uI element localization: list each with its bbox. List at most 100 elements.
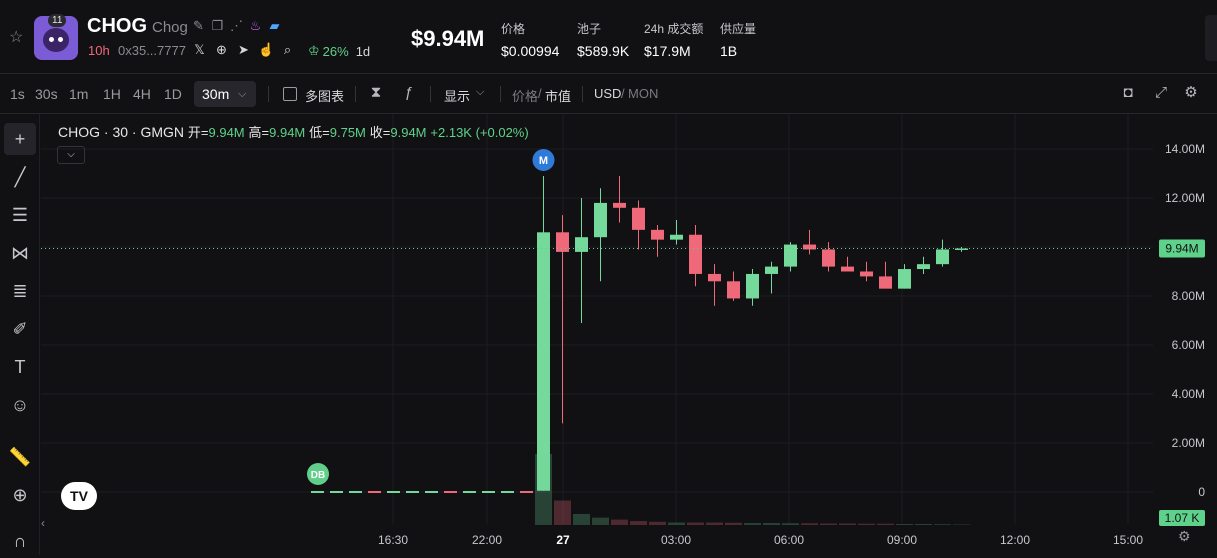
- token-header: ☆ 11 CHOG Chog ✎ ❐ ⋰ ♨ ▰ 10h 0x35...7777…: [0, 0, 1217, 74]
- side-panel-toggle[interactable]: [1205, 15, 1217, 61]
- trend-line-icon[interactable]: ╱: [4, 161, 36, 193]
- timeframe-30s[interactable]: 30s: [35, 86, 58, 102]
- multi-chart-label[interactable]: 多图表: [305, 86, 344, 105]
- stat-key: 价格: [501, 20, 559, 37]
- crown-icon: ♔: [308, 43, 320, 59]
- timeframe-1d[interactable]: 1D: [164, 86, 182, 102]
- x-icon[interactable]: 𝕏: [192, 42, 207, 57]
- globe-icon[interactable]: ⊕: [214, 42, 229, 57]
- axis-settings-icon[interactable]: ⚙: [1178, 528, 1194, 544]
- fullscreen-icon[interactable]: ⤢: [1152, 84, 1170, 102]
- legend-low-label: 低=: [309, 125, 330, 140]
- pattern-icon[interactable]: ⋈: [4, 237, 36, 269]
- y-tick-label: 14.00M: [1165, 142, 1205, 156]
- emoji-icon[interactable]: ☺: [4, 389, 36, 421]
- candle-body: [632, 208, 645, 230]
- candle-body: [613, 203, 626, 208]
- holders-pct: 26%: [323, 44, 349, 59]
- star-icon[interactable]: ☆: [9, 30, 25, 46]
- volume-bar: [573, 514, 590, 525]
- search-icon[interactable]: ⌕: [280, 42, 295, 57]
- timeframe-1h[interactable]: 1H: [103, 86, 121, 102]
- timeframe-selector[interactable]: 30m ⌵: [194, 81, 256, 107]
- candle-body: [746, 274, 759, 299]
- flat-candle: [501, 491, 514, 493]
- toggle-slash: /: [621, 86, 625, 101]
- stat-pool: 池子 $589.9K: [577, 20, 629, 59]
- horizontal-lines-icon[interactable]: ☰: [4, 199, 36, 231]
- x-tick-label: 15:00: [1113, 533, 1143, 547]
- volume-bar: [896, 524, 913, 525]
- volume-label: 1.07 K: [1165, 511, 1200, 525]
- chevron-down-icon: ⌵: [238, 81, 246, 107]
- camera-icon[interactable]: ◘: [1119, 84, 1137, 102]
- price-toggle[interactable]: 价格: [512, 86, 538, 105]
- telegram-icon[interactable]: ➤: [236, 42, 251, 57]
- edit-icon[interactable]: ✎: [191, 18, 206, 33]
- tradingview-logo[interactable]: TV: [61, 482, 97, 510]
- timeframe-4h[interactable]: 4H: [133, 86, 151, 102]
- flat-candle: [406, 491, 419, 493]
- last-price-label: 9.94M: [1165, 241, 1198, 255]
- flame-icon[interactable]: ♨: [248, 18, 263, 33]
- avatar-face: [43, 28, 69, 52]
- display-menu[interactable]: 显示: [444, 86, 470, 105]
- legend-collapse-button[interactable]: ⌵: [57, 146, 85, 164]
- volume-bar: [839, 524, 856, 525]
- ruler-icon[interactable]: 📏: [4, 441, 36, 473]
- zoom-in-icon[interactable]: ⊕: [4, 479, 36, 511]
- flat-candle: [349, 491, 362, 493]
- legend-close: 9.94M: [390, 125, 426, 140]
- share-icon[interactable]: ⋰: [229, 18, 244, 33]
- y-tick-label: 12.00M: [1165, 191, 1205, 205]
- avatar-eye-left: [49, 37, 54, 42]
- candle-body: [708, 274, 721, 281]
- chart-canvas[interactable]: 14.00M12.00M10.00M8.00M6.00M4.00M2.00M01…: [41, 114, 1217, 555]
- x-tick-label: 16:30: [378, 533, 408, 547]
- hand-icon[interactable]: ☝: [258, 42, 273, 57]
- token-age: 10h: [88, 43, 110, 58]
- volume-bar: [592, 518, 609, 525]
- indicators-icon[interactable]: ƒ: [400, 84, 418, 102]
- brush-icon[interactable]: ✐: [4, 313, 36, 345]
- usd-toggle[interactable]: USD: [594, 86, 621, 101]
- candle-body: [841, 267, 854, 272]
- multi-chart-checkbox[interactable]: [283, 87, 297, 101]
- chat-icon[interactable]: ▰: [267, 18, 282, 33]
- mon-toggle[interactable]: MON: [628, 86, 658, 101]
- candle-body: [898, 269, 911, 289]
- copy-icon[interactable]: ❐: [210, 18, 225, 33]
- volume-bar: [820, 524, 837, 525]
- volume-bar: [858, 524, 875, 525]
- legend-title: CHOG · 30 · GMGN: [58, 124, 184, 140]
- token-name: Chog: [152, 19, 188, 36]
- timeframe-1m[interactable]: 1m: [69, 86, 88, 102]
- timeframe-1s[interactable]: 1s: [10, 86, 25, 102]
- y-tick-label: 2.00M: [1172, 436, 1205, 450]
- volume-bar: [877, 524, 894, 525]
- flat-candle: [425, 491, 438, 493]
- x-tick-label: 22:00: [472, 533, 502, 547]
- token-address[interactable]: 0x35...7777: [118, 43, 186, 58]
- chevron-down-icon: ⌵: [476, 86, 484, 99]
- social-links: 𝕏 ⊕ ➤ ☝ ⌕: [192, 42, 295, 57]
- price-chart[interactable]: 14.00M12.00M10.00M8.00M6.00M4.00M2.00M01…: [41, 114, 1217, 555]
- volume-bar: [763, 523, 780, 525]
- flat-candle: [368, 491, 381, 493]
- candle-body: [822, 249, 835, 266]
- flat-candle: [520, 491, 533, 493]
- magnet-icon[interactable]: ∩: [4, 525, 36, 557]
- flat-candle: [311, 491, 324, 493]
- settings-icon[interactable]: ⚙: [1182, 84, 1200, 102]
- mcap-toggle[interactable]: 市值: [545, 86, 571, 105]
- volume-bar: [934, 524, 951, 525]
- drawing-tools: + ╱ ☰ ⋈ ≣ ✐ T ☺ 📏 ⊕ ∩: [0, 114, 40, 555]
- x-tick-label: 09:00: [887, 533, 917, 547]
- y-tick-label: 0: [1198, 485, 1205, 499]
- candle-type-icon[interactable]: ⧗: [367, 84, 385, 102]
- crosshair-icon[interactable]: +: [4, 123, 36, 155]
- candle-body: [936, 249, 949, 264]
- chevron-left-icon[interactable]: ‹: [41, 516, 45, 530]
- text-tool-icon[interactable]: T: [4, 351, 36, 383]
- fib-icon[interactable]: ≣: [4, 275, 36, 307]
